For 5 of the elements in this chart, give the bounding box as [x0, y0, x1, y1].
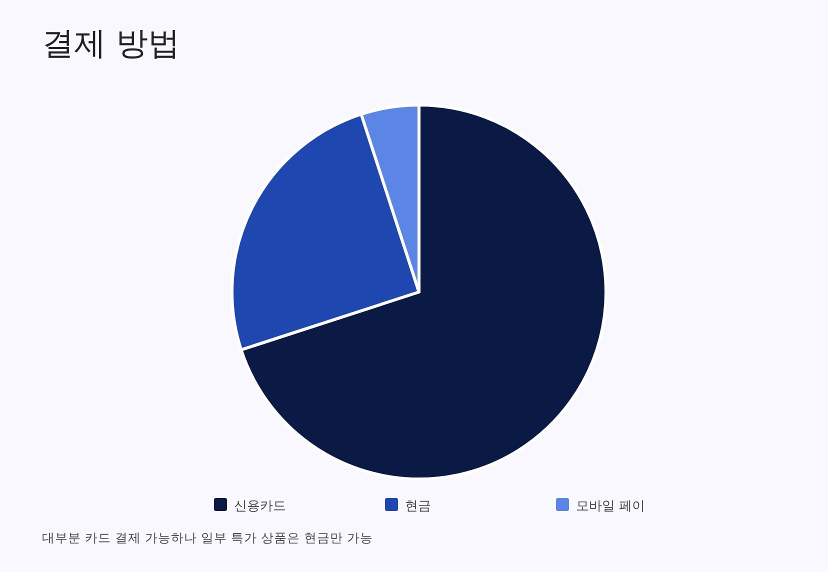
legend-label: 현금	[405, 499, 431, 514]
legend-label: 모바일 페이	[576, 499, 646, 514]
legend-label: 신용카드	[234, 499, 286, 514]
chart-title: 결제 방법	[42, 24, 180, 62]
text: 대부분 카드 결제 가능하나 일부 특가 상품은 현금만 가능	[42, 530, 373, 545]
